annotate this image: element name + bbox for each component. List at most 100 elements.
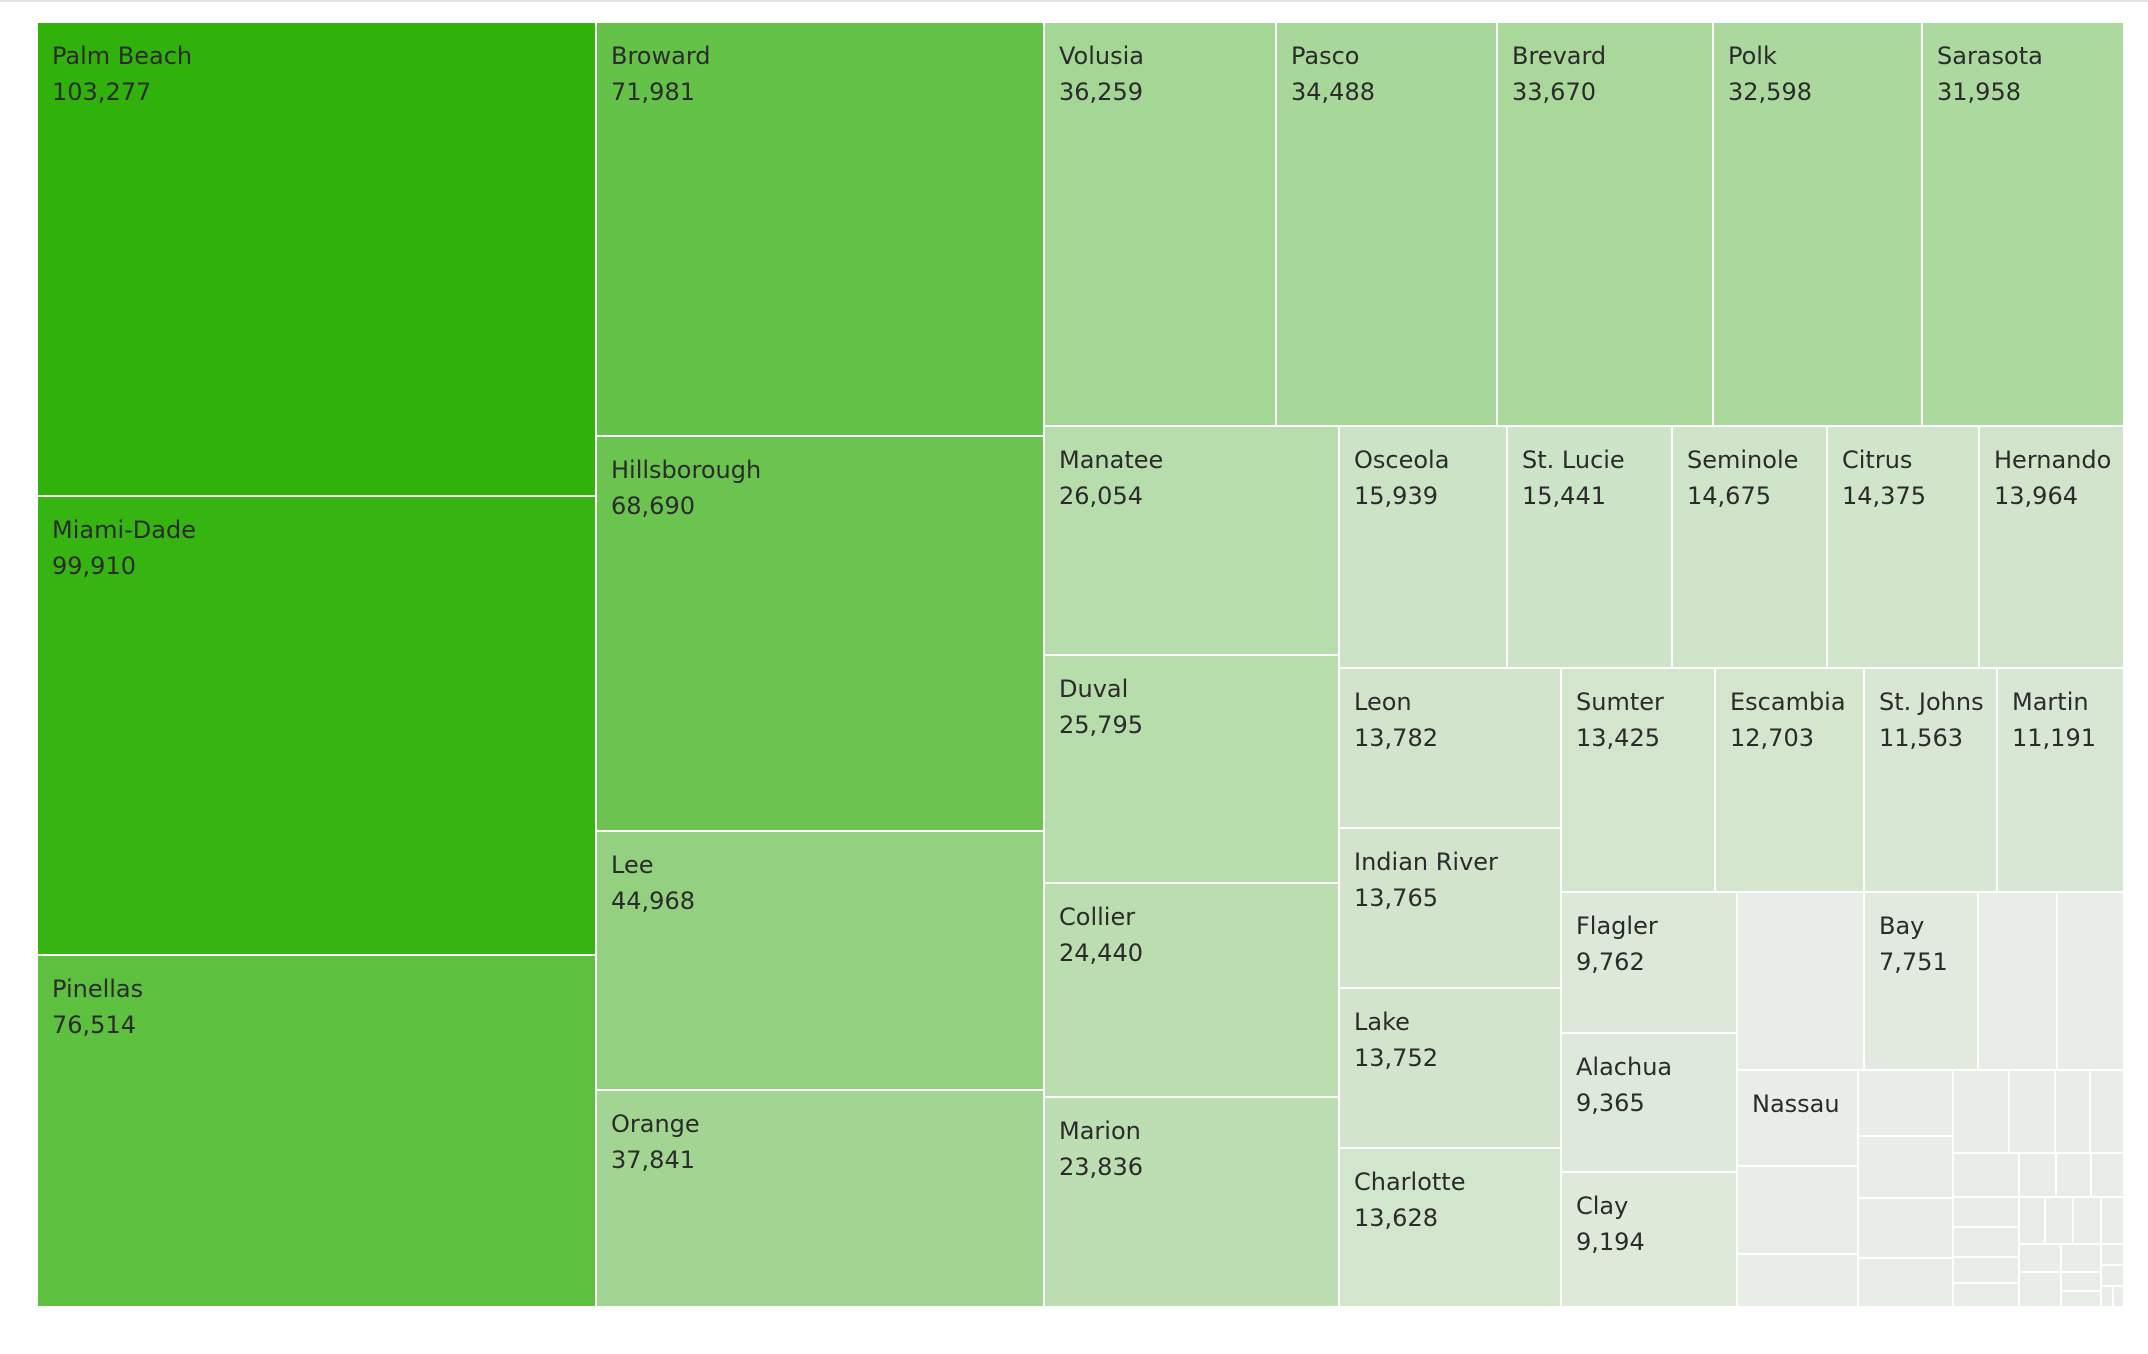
- treemap-cell-duval[interactable]: Duval 25,795: [1044, 655, 1339, 883]
- treemap-cell-sarasota[interactable]: Sarasota 31,958: [1922, 22, 2124, 426]
- treemap-cell[interactable]: [2019, 1272, 2061, 1307]
- cell-value: 15,441: [1522, 482, 1606, 510]
- cell-value: 7,751: [1879, 948, 1948, 976]
- cell-label: Clay: [1576, 1192, 1629, 1220]
- treemap-cell[interactable]: [2019, 1197, 2045, 1244]
- cell-value: 13,425: [1576, 724, 1660, 752]
- cell-label: Nassau: [1752, 1090, 1840, 1118]
- treemap-cell-osceola[interactable]: Osceola 15,939: [1339, 426, 1507, 668]
- treemap-cell-brevard[interactable]: Brevard 33,670: [1497, 22, 1713, 426]
- cell-value: 31,958: [1937, 78, 2021, 106]
- cell-value: 68,690: [611, 492, 695, 520]
- treemap-cell-martin[interactable]: Martin 11,191: [1997, 668, 2124, 892]
- cell-label: Sumter: [1576, 688, 1664, 716]
- treemap-cell-bay[interactable]: Bay 7,751: [1864, 892, 1978, 1070]
- treemap-cell[interactable]: [2019, 1153, 2056, 1197]
- treemap-cell-polk[interactable]: Polk 32,598: [1713, 22, 1922, 426]
- treemap-cell[interactable]: [2009, 1070, 2055, 1153]
- cell-label: Orange: [611, 1110, 700, 1138]
- treemap-cell-st-lucie[interactable]: St. Lucie 15,441: [1507, 426, 1672, 668]
- treemap-cell[interactable]: [1978, 892, 2057, 1070]
- treemap-cell[interactable]: [1737, 892, 1864, 1070]
- treemap-cell[interactable]: [2061, 1272, 2101, 1291]
- treemap-cell[interactable]: [2061, 1291, 2101, 1307]
- treemap-cell[interactable]: [2073, 1197, 2101, 1244]
- treemap-cell-seminole[interactable]: Seminole 14,675: [1672, 426, 1827, 668]
- cell-label: Martin: [2012, 688, 2089, 716]
- treemap-cell-collier[interactable]: Collier 24,440: [1044, 883, 1339, 1097]
- cell-value: 34,488: [1291, 78, 1375, 106]
- treemap-cell[interactable]: [2057, 892, 2124, 1070]
- cell-value: 13,752: [1354, 1044, 1438, 1072]
- cell-label: Lake: [1354, 1008, 1410, 1036]
- cell-label: Duval: [1059, 675, 1129, 703]
- treemap-cell[interactable]: [1858, 1136, 1953, 1198]
- treemap-cell-hillsborough[interactable]: Hillsborough 68,690: [596, 436, 1044, 831]
- treemap-cell-manatee[interactable]: Manatee 26,054: [1044, 426, 1339, 655]
- treemap-cell-miami-dade[interactable]: Miami-Dade 99,910: [37, 496, 596, 955]
- treemap-cell-leon[interactable]: Leon 13,782: [1339, 668, 1561, 828]
- cell-value: 33,670: [1512, 78, 1596, 106]
- treemap-cell[interactable]: [2055, 1070, 2090, 1153]
- treemap-cell-lee[interactable]: Lee 44,968: [596, 831, 1044, 1090]
- treemap-cell-marion[interactable]: Marion 23,836: [1044, 1097, 1339, 1307]
- treemap-cell-nassau[interactable]: Nassau: [1737, 1070, 1858, 1166]
- cell-value: 76,514: [52, 1011, 136, 1039]
- cell-value: 13,782: [1354, 724, 1438, 752]
- treemap-cell[interactable]: [2019, 1244, 2061, 1272]
- treemap-cell[interactable]: [2090, 1070, 2124, 1153]
- treemap-cell[interactable]: [1858, 1070, 1953, 1136]
- cell-label: St. Lucie: [1522, 446, 1625, 474]
- treemap-cell[interactable]: [2045, 1197, 2073, 1244]
- treemap-cell-alachua[interactable]: Alachua 9,365: [1561, 1033, 1737, 1172]
- treemap-cell[interactable]: [2101, 1286, 2113, 1307]
- treemap-cell-palm-beach[interactable]: Palm Beach 103,277: [37, 22, 596, 496]
- cell-value: 25,795: [1059, 711, 1143, 739]
- cell-label: Seminole: [1687, 446, 1799, 474]
- cell-value: 71,981: [611, 78, 695, 106]
- cell-value: 13,765: [1354, 884, 1438, 912]
- cell-value: 32,598: [1728, 78, 1812, 106]
- cell-value: 24,440: [1059, 939, 1143, 967]
- treemap-cell[interactable]: [1737, 1166, 1858, 1254]
- cell-label: Volusia: [1059, 42, 1144, 70]
- treemap-cell-citrus[interactable]: Citrus 14,375: [1827, 426, 1979, 668]
- treemap-cell-indian-river[interactable]: Indian River 13,765: [1339, 828, 1561, 988]
- cell-label: Sarasota: [1937, 42, 2043, 70]
- cell-value: 13,628: [1354, 1204, 1438, 1232]
- treemap-cell[interactable]: [2113, 1286, 2124, 1307]
- treemap-cell-sumter[interactable]: Sumter 13,425: [1561, 668, 1715, 892]
- treemap-cell-volusia[interactable]: Volusia 36,259: [1044, 22, 1276, 426]
- treemap-cell-charlotte[interactable]: Charlotte 13,628: [1339, 1148, 1561, 1307]
- treemap-cell[interactable]: [1953, 1197, 2019, 1227]
- treemap-cell-st-johns[interactable]: St. Johns 11,563: [1864, 668, 1997, 892]
- cell-label: Miami-Dade: [52, 516, 196, 544]
- treemap-cell[interactable]: [1737, 1254, 1858, 1307]
- treemap-cell-broward[interactable]: Broward 71,981: [596, 22, 1044, 436]
- cell-label: Indian River: [1354, 848, 1498, 876]
- treemap-cell-pasco[interactable]: Pasco 34,488: [1276, 22, 1497, 426]
- cell-label: Hernando: [1994, 446, 2112, 474]
- treemap-cell[interactable]: [2056, 1153, 2091, 1197]
- treemap-cell[interactable]: [2101, 1244, 2124, 1265]
- treemap-cell[interactable]: [1953, 1283, 2019, 1307]
- treemap-cell[interactable]: [1858, 1258, 1953, 1307]
- cell-value: 12,703: [1730, 724, 1814, 752]
- top-divider: [0, 0, 2148, 2]
- treemap-cell[interactable]: [2101, 1265, 2124, 1286]
- treemap-cell[interactable]: [1953, 1153, 2019, 1197]
- treemap-cell-orange[interactable]: Orange 37,841: [596, 1090, 1044, 1307]
- treemap-cell[interactable]: [2091, 1153, 2124, 1197]
- treemap-cell-pinellas[interactable]: Pinellas 76,514: [37, 955, 596, 1307]
- treemap-cell[interactable]: [1953, 1227, 2019, 1257]
- treemap-cell-hernando[interactable]: Hernando 13,964: [1979, 426, 2124, 668]
- treemap-cell-escambia[interactable]: Escambia 12,703: [1715, 668, 1864, 892]
- treemap-cell-flagler[interactable]: Flagler 9,762: [1561, 892, 1737, 1033]
- treemap-cell[interactable]: [2101, 1197, 2124, 1244]
- treemap-cell-clay[interactable]: Clay 9,194: [1561, 1172, 1737, 1307]
- treemap-cell[interactable]: [1858, 1198, 1953, 1258]
- treemap-cell-lake[interactable]: Lake 13,752: [1339, 988, 1561, 1148]
- treemap-cell[interactable]: [1953, 1070, 2009, 1153]
- treemap-cell[interactable]: [2061, 1244, 2101, 1272]
- treemap-cell[interactable]: [1953, 1257, 2019, 1283]
